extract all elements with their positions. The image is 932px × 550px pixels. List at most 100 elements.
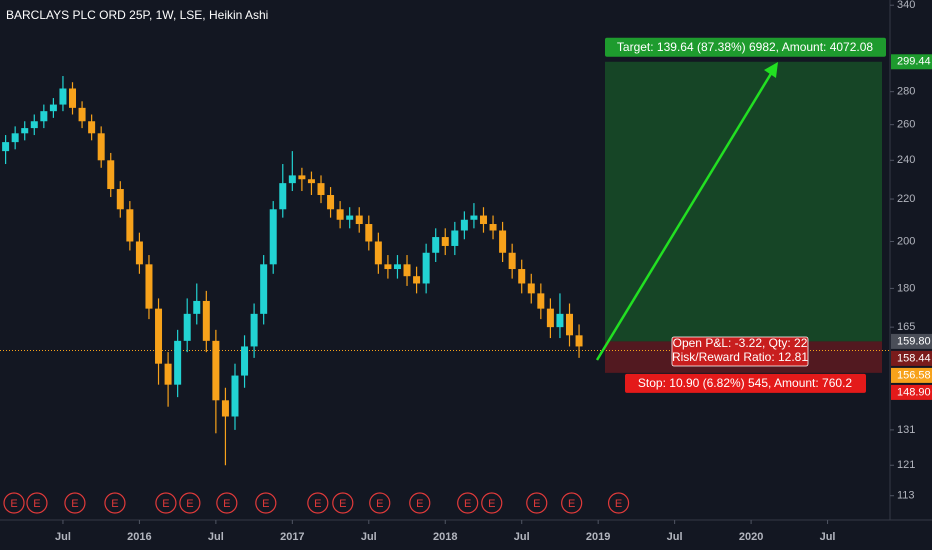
event-marker [307, 492, 329, 514]
event-marker [409, 492, 431, 514]
candle-body [135, 241, 143, 265]
price-badge-label: 158.44 [897, 352, 931, 364]
candle-body [212, 340, 220, 401]
candle-body [260, 264, 268, 314]
candle-body [78, 107, 86, 122]
event-marker [332, 492, 354, 514]
candle-body [11, 133, 19, 143]
candle-body [441, 237, 449, 246]
candle-body [126, 209, 134, 242]
event-marker [457, 492, 479, 514]
candle-body [116, 189, 124, 210]
x-tick-label: 2020 [739, 531, 763, 543]
candle-body [288, 175, 296, 184]
x-tick-label: Jul [514, 531, 530, 543]
event-label: E [416, 498, 423, 510]
candle-body [499, 230, 507, 253]
candle-body [88, 121, 96, 134]
candle-body [307, 179, 315, 184]
event-marker [64, 492, 86, 514]
y-tick-label: 260 [897, 119, 915, 131]
event-label: E [533, 498, 540, 510]
candle-body [193, 300, 201, 314]
candle-body [317, 183, 325, 196]
pnl-label: Open P&L: -3.22, Qty: 22 [673, 336, 808, 350]
event-marker [481, 492, 503, 514]
event-label: E [615, 498, 622, 510]
candle-body [518, 269, 526, 284]
candle-body [365, 224, 373, 242]
price-badge [891, 384, 932, 400]
event-label: E [71, 498, 78, 510]
x-tick-label: 2018 [433, 531, 457, 543]
price-badge-label: 148.90 [897, 386, 931, 398]
candle-body [269, 209, 277, 265]
candle-body [336, 209, 344, 220]
candle-body [422, 252, 430, 284]
y-tick-label: 240 [897, 154, 915, 166]
x-tick-label: Jul [208, 531, 224, 543]
event-marker [526, 492, 548, 514]
candle-body [40, 111, 48, 122]
price-badge [891, 333, 932, 349]
candle-body [451, 230, 459, 246]
profit-zone [605, 61, 882, 342]
candle-body [384, 264, 392, 270]
price-badge-label: 299.44 [897, 56, 931, 68]
event-marker [607, 492, 630, 514]
y-tick-label: 220 [897, 193, 915, 205]
event-label: E [223, 498, 230, 510]
y-tick-label: 280 [897, 86, 915, 98]
event-marker [179, 492, 201, 514]
target-label-box [605, 37, 886, 57]
price-badge-label: 159.80 [897, 335, 931, 347]
candle-body [183, 313, 191, 341]
candle-body [374, 241, 382, 265]
event-marker [255, 492, 277, 514]
event-marker [561, 492, 583, 514]
candle-body [537, 293, 545, 309]
price-badge-label: 156.58 [897, 369, 931, 381]
candle-body [460, 219, 468, 231]
x-tick-label: Jul [667, 531, 683, 543]
candle-body [489, 224, 497, 231]
price-badge [891, 54, 932, 70]
event-label: E [339, 498, 346, 510]
y-tick-label: 121 [897, 459, 915, 471]
event-label: E [111, 498, 118, 510]
candle-body [413, 276, 421, 284]
candle-body [403, 264, 411, 277]
target-arrow [595, 71, 774, 361]
candle-body [221, 400, 229, 417]
event-label: E [33, 498, 40, 510]
candle-body [97, 133, 105, 161]
event-marker [216, 492, 238, 514]
candle-body [393, 264, 401, 270]
event-marker [369, 492, 391, 514]
candle-body [202, 300, 210, 341]
candle-body [508, 252, 516, 270]
labels: 299.44 159.80 158.44 156.58 148.90 Target: 13… [605, 37, 932, 400]
candle-body [355, 215, 363, 225]
candle-body [2, 142, 10, 152]
candle-body [250, 313, 258, 347]
target-label: Target: 139.64 (87.38%) 6982, Amount: 40… [617, 40, 874, 54]
candle-body [164, 363, 172, 385]
candle-body [241, 346, 249, 376]
candle-body [527, 283, 535, 294]
candle-body [21, 128, 29, 134]
event-label: E [568, 498, 575, 510]
candle-body [556, 313, 564, 328]
candle-body [279, 183, 287, 210]
event-label: E [464, 498, 471, 510]
candle-body [575, 335, 583, 347]
price-badge [891, 350, 932, 366]
event-marker [104, 492, 126, 514]
y-tick-label: 200 [897, 235, 915, 247]
event-label: E [186, 498, 193, 510]
event-label: E [376, 498, 383, 510]
rr-label: Risk/Reward Ratio: 12.81 [672, 350, 808, 364]
candle-body [30, 121, 38, 129]
